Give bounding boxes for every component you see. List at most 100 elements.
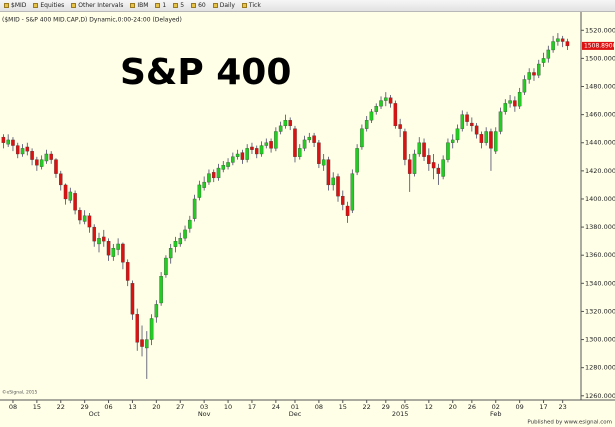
candle-body bbox=[307, 136, 312, 141]
footer: Published by www.esignal.com bbox=[527, 420, 612, 426]
toolbar-item[interactable]: Other Intervals bbox=[71, 0, 126, 11]
candle-body bbox=[493, 131, 498, 152]
x-tick-label: 24 bbox=[272, 403, 280, 411]
x-tick-label: 23 bbox=[559, 403, 567, 411]
candle-body bbox=[455, 128, 460, 141]
candle-body bbox=[345, 205, 350, 216]
candle-body bbox=[298, 148, 302, 157]
candle-body bbox=[470, 122, 474, 127]
candle-body bbox=[87, 215, 92, 228]
toolbar-item[interactable]: Daily bbox=[212, 0, 238, 11]
candle-body bbox=[154, 304, 159, 318]
toolbar-item[interactable]: 1 bbox=[155, 0, 169, 11]
x-tick-label: 05 bbox=[401, 403, 409, 411]
month-label: Feb bbox=[490, 410, 502, 418]
candle-body bbox=[513, 100, 517, 107]
candle-body bbox=[460, 114, 465, 129]
candle-body bbox=[202, 181, 206, 188]
candle-body bbox=[441, 159, 445, 177]
x-tick-label: 09 bbox=[515, 403, 523, 411]
candle-body bbox=[341, 196, 345, 205]
candle-body bbox=[446, 142, 450, 160]
candle-body bbox=[398, 124, 402, 129]
candle-body bbox=[125, 262, 130, 281]
candle-body bbox=[498, 111, 503, 132]
candle-body bbox=[226, 162, 230, 167]
candle-body bbox=[450, 139, 455, 143]
candle-body bbox=[207, 173, 211, 183]
x-axis-background bbox=[0, 400, 615, 427]
x-tick-label: 22 bbox=[363, 403, 371, 411]
candle-body bbox=[474, 125, 479, 135]
candle-body bbox=[159, 276, 163, 304]
toolbar-item[interactable]: 60 bbox=[191, 0, 209, 11]
candle-body bbox=[556, 38, 560, 42]
candle-body bbox=[527, 72, 531, 80]
candle-body bbox=[293, 128, 297, 157]
x-tick-label: 01 bbox=[291, 403, 299, 411]
x-tick-label: 08 bbox=[315, 403, 323, 411]
candle-body bbox=[178, 238, 183, 245]
candle-body bbox=[111, 248, 116, 257]
candle-body bbox=[431, 162, 436, 169]
candle-body bbox=[384, 97, 388, 101]
candle-body bbox=[197, 184, 202, 198]
candle-body bbox=[355, 148, 359, 173]
x-tick-label: 15 bbox=[339, 403, 347, 411]
candle-body bbox=[183, 229, 187, 239]
candle-body bbox=[422, 142, 426, 157]
candle-body bbox=[403, 131, 407, 160]
x-tick-label: 27 bbox=[176, 403, 184, 411]
candle-body bbox=[560, 38, 565, 42]
candle-body bbox=[25, 146, 30, 152]
candle-body bbox=[479, 134, 484, 143]
x-tick-label: 22 bbox=[57, 403, 65, 411]
candle-body bbox=[82, 215, 87, 222]
candle-body bbox=[250, 146, 254, 150]
toolbar-item[interactable]: Tick bbox=[241, 0, 264, 11]
candle-body bbox=[168, 248, 173, 259]
x-tick-label: 15 bbox=[33, 403, 41, 411]
candle-body bbox=[369, 111, 374, 121]
month-label: Dec bbox=[289, 410, 302, 418]
candle-body bbox=[97, 238, 101, 245]
candle-body bbox=[78, 210, 82, 221]
candle-body bbox=[130, 283, 135, 315]
candle-body bbox=[44, 153, 49, 162]
toolbar-item[interactable]: 5 bbox=[173, 0, 187, 11]
candle-body bbox=[6, 139, 10, 145]
candle-body bbox=[121, 243, 125, 263]
toolbar-item[interactable]: Equities bbox=[33, 0, 67, 11]
candle-body bbox=[317, 142, 321, 164]
last-price-tag bbox=[582, 41, 614, 50]
toolbar: $MID Equities Other Intervals IBM 1 5 60 Daily T… bbox=[0, 0, 615, 12]
candle-body bbox=[145, 339, 149, 349]
candle-body bbox=[407, 159, 412, 174]
candle-body bbox=[221, 165, 226, 170]
candle-body bbox=[350, 173, 355, 211]
chart: ($MID - S&P 400 MID.CAP,D) Dynamic,0:00-… bbox=[0, 12, 615, 427]
candle-body bbox=[63, 184, 68, 200]
candle-body bbox=[551, 41, 555, 51]
candle-body bbox=[92, 226, 96, 242]
candle-body bbox=[465, 114, 469, 122]
x-tick-label: 26 bbox=[468, 403, 476, 411]
candle-body bbox=[59, 173, 63, 186]
x-tick-label: 03 bbox=[200, 403, 208, 411]
candle-body bbox=[73, 193, 77, 211]
candle-body bbox=[35, 159, 39, 166]
x-tick-label: 20 bbox=[152, 403, 160, 411]
candle-body bbox=[68, 191, 73, 201]
x-tick-label: 29 bbox=[382, 403, 390, 411]
candle-body bbox=[269, 141, 273, 149]
toolbar-item[interactable]: IBM bbox=[130, 0, 151, 11]
toolbar-item[interactable]: $MID bbox=[4, 0, 29, 11]
